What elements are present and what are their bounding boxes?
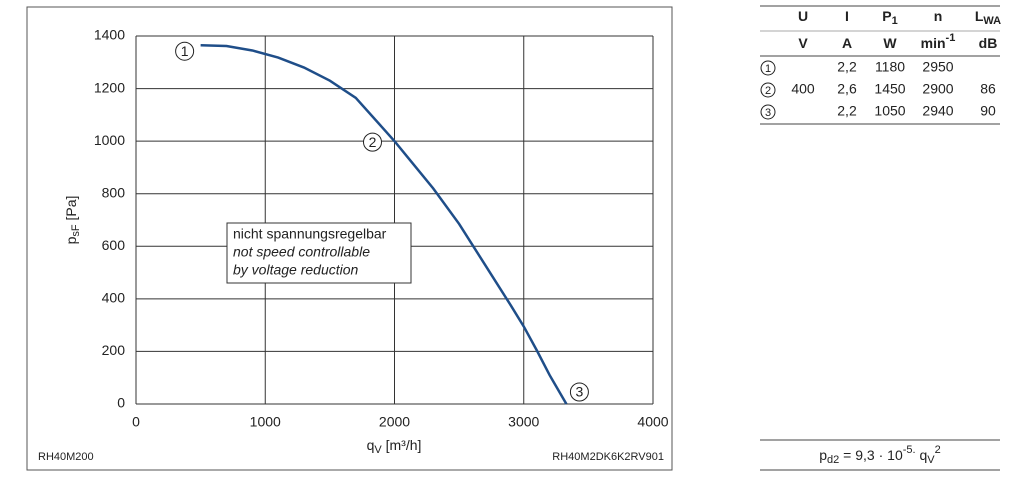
table-header: U [798, 8, 808, 24]
table-unit: A [842, 35, 852, 51]
row-marker [760, 82, 776, 98]
formula: pd2 = 9,3 · 10-5. qV2 [819, 444, 940, 466]
unit-part: W [883, 35, 897, 51]
formula-part: q [916, 447, 928, 463]
point-label: 2 [369, 134, 377, 150]
point-marker [363, 132, 382, 152]
label-part: V [374, 444, 382, 456]
table-cell: 90 [980, 103, 996, 119]
table-cell: 2,6 [837, 81, 857, 97]
row-marker [760, 60, 776, 76]
table-cell: 2950 [922, 59, 953, 75]
unit-part: V [798, 35, 808, 51]
table-cell: 3 [765, 107, 771, 119]
unit-part: A [842, 35, 852, 51]
header-part: U [798, 8, 808, 24]
table-cell: 2940 [922, 103, 953, 119]
y-tick-label: 1200 [94, 79, 125, 95]
table-cell: 2900 [922, 81, 953, 97]
table-unit: W [883, 35, 897, 51]
table-header: LWA [975, 8, 1001, 27]
table-unit: min-1 [921, 32, 956, 51]
formula-part: 2 [935, 444, 941, 456]
table-cell: 400 [791, 81, 815, 97]
table-cell: 1450 [874, 81, 905, 97]
formula-part: = 9,3 · 10 [839, 447, 903, 463]
unit-part: dB [979, 35, 998, 51]
table-cell: 1050 [874, 103, 905, 119]
table-header: n [934, 8, 943, 24]
x-axis-label: qV [m³/h] [367, 437, 422, 456]
y-tick-label: 1400 [94, 27, 125, 43]
formula-part: p [819, 447, 827, 463]
y-tick-label: 200 [102, 342, 126, 358]
table-unit: V [798, 35, 808, 51]
x-tick-label: 0 [132, 414, 140, 430]
table-header: I [845, 8, 849, 24]
header-part: L [975, 8, 984, 24]
footer-right: RH40M2DK6K2RV901 [552, 451, 664, 463]
y-tick-label: 1000 [94, 132, 125, 148]
annotation-line: nicht spannungsregelbar [233, 226, 387, 242]
footer-left: RH40M200 [38, 451, 94, 463]
table-cell: 86 [980, 81, 996, 97]
x-tick-label: 4000 [637, 414, 668, 430]
table-cell: 1 [765, 63, 771, 75]
table-unit: dB [979, 35, 998, 51]
formula-part: -5. [903, 444, 916, 456]
formula-part: d2 [827, 454, 839, 466]
label-part: p [63, 236, 79, 244]
curve [200, 43, 568, 405]
header-part: n [934, 8, 943, 24]
y-tick-label: 0 [117, 395, 125, 411]
point-marker [175, 41, 195, 61]
y-tick-label: 600 [102, 237, 126, 253]
y-tick-label: 400 [102, 290, 126, 306]
annotation-line: by voltage reduction [233, 262, 359, 278]
formula-part: V [927, 454, 935, 466]
point-marker [569, 382, 589, 402]
table-cell: 2 [765, 85, 771, 97]
header-part: WA [983, 15, 1001, 27]
header-part: I [845, 8, 849, 24]
header-part: P [882, 8, 891, 24]
x-tick-label: 3000 [508, 414, 539, 430]
table-cell: 2,2 [837, 103, 857, 119]
y-tick-label: 800 [102, 184, 126, 200]
label-part: [m³/h] [382, 437, 422, 453]
point-label: 1 [181, 43, 189, 59]
chart-frame [26, 6, 673, 471]
x-tick-label: 2000 [379, 414, 410, 430]
unit-part: min [921, 35, 946, 51]
annotation-box [226, 222, 412, 284]
table-cell: 2,2 [837, 59, 857, 75]
label-part: q [367, 437, 375, 453]
row-marker [760, 104, 776, 120]
header-part: 1 [892, 15, 898, 27]
table-cell: 1180 [875, 59, 905, 75]
table-header: P1 [882, 8, 897, 27]
label-part: sF [70, 224, 82, 237]
annotation-line: not speed controllable [233, 244, 370, 260]
unit-part: -1 [946, 32, 956, 44]
label-part: [Pa] [63, 196, 79, 225]
y-axis-label: psF [Pa] [63, 196, 82, 245]
x-tick-label: 1000 [250, 414, 281, 430]
point-label: 3 [576, 384, 584, 400]
